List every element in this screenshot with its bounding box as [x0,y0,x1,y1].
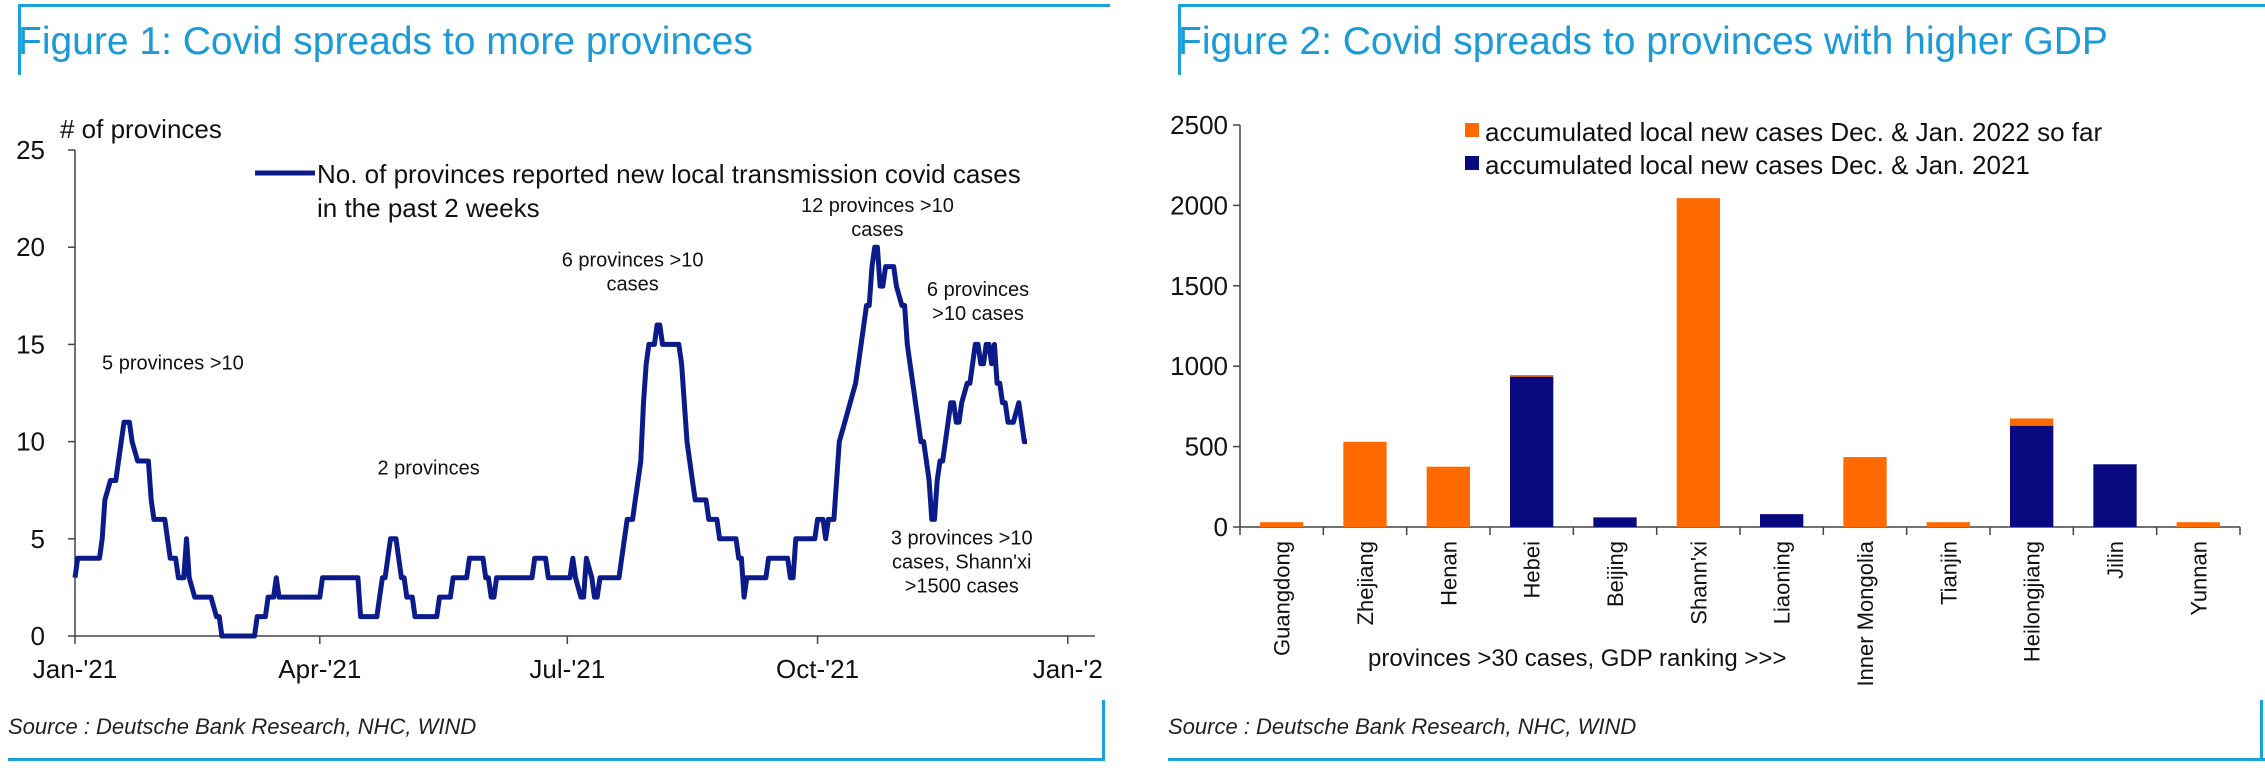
annotation-label: 3 provinces >10 [891,528,1033,550]
bar-dec-jan-2021 [1593,517,1637,527]
x-category-label: Zhejiang [1353,541,1378,625]
figure-1-line-chart: 0 5 10 15 20 25 Jan-'21 Apr-'21 Jul-'21 Oct-'21 Ja… [16,114,1103,684]
x-category-label: Jilin [2103,541,2128,579]
annotation-label: >1500 cases [905,576,1019,598]
annotation-label: 6 provinces >10 [562,250,704,272]
bar-dec-jan-2022 [1510,375,1554,377]
bar-dec-jan-2022 [2010,418,2054,426]
x-category-label: Guangdong [1270,541,1295,656]
bar-dec-jan-2022 [1926,522,1970,527]
figure-1-footer-corner [1102,700,1105,761]
bar-dec-jan-2022 [1843,457,1887,527]
bar-dec-jan-2022 [1426,466,1470,527]
bar-dec-jan-2021 [1510,376,1554,527]
annotation-label: >10 cases [932,303,1024,325]
figure-2-source: Source : Deutsche Bank Research, NHC, WI… [1168,714,1637,739]
bar-dec-jan-2021 [2093,464,2137,527]
bar-dec-jan-2022 [2176,522,2220,527]
annotation-label: cases [851,219,903,241]
y-tick-label: 2500 [1170,110,1228,140]
legend-swatch [1465,123,1479,137]
y-tick-label: 5 [31,524,45,554]
annotation-label: 12 provinces >10 [801,195,954,217]
y-tick-label: 15 [16,329,45,359]
legend-label: accumulated local new cases Dec. & Jan. … [1485,117,2102,147]
x-category-label: Beijing [1603,541,1628,607]
legend-label: in the past 2 weeks [317,193,540,223]
annotation-label: 5 provinces >10 [102,353,244,375]
y-tick-label: 25 [16,135,45,165]
figure-2-bar-chart: 0 500 1000 1500 2000 2500 Guangdong Zhejiang Hen… [1170,110,2241,687]
figure-1-source: Source : Deutsche Bank Research, NHC, WI… [8,714,477,739]
y-tick-label: 1000 [1170,351,1228,381]
figure-1-panel: Figure 1: Covid spreads to more province… [0,0,1110,774]
legend-swatch [1465,156,1479,170]
x-axis-label: provinces >30 cases, GDP ranking >>> [1368,645,1786,672]
x-tick-label: Jan-'2 [1033,654,1103,684]
x-tick-label: Jul-'21 [529,654,605,684]
figure-2-footer-corner [2260,700,2263,761]
figure-1-footer-rule [8,758,1105,761]
x-category-label: Inner Mongolia [1853,540,1878,686]
y-tick-label: 0 [1214,512,1228,542]
y-tick-label: 500 [1185,432,1228,462]
x-category-label: Shann'xi [1686,541,1711,625]
annotation-label: cases [606,274,658,296]
figure-2-panel: Figure 2: Covid spreads to provinces wit… [1160,0,2265,774]
x-category-label: Yunnan [2186,541,2211,616]
x-category-label: Hebei [1520,541,1545,598]
x-category-label: Tianjin [1936,541,1961,605]
annotation-label: 6 provinces [927,279,1029,301]
legend-label: accumulated local new cases Dec. & Jan. … [1485,150,2030,180]
annotation-label: cases, Shann'xi [892,552,1031,574]
x-tick-label: Jan-'21 [33,654,117,684]
figure-1-title: Figure 1: Covid spreads to more province… [18,20,753,63]
bar-dec-jan-2021 [2010,425,2054,527]
figure-2-title-bar [1178,4,2265,75]
x-tick-label: Oct-'21 [776,654,859,684]
bar-dec-jan-2022 [1260,522,1304,527]
x-category-label: Liaoning [1770,541,1795,624]
figure-2-title: Figure 2: Covid spreads to provinces wit… [1178,20,2108,63]
figure-1-title-bar [18,4,1110,75]
x-category-label: Henan [1436,541,1461,606]
y-tick-label: 10 [16,427,45,457]
legend-label: No. of provinces reported new local tran… [317,159,1021,189]
y-tick-label: 2000 [1170,190,1228,220]
series-line [72,244,1027,639]
bar-dec-jan-2021 [1760,514,1804,527]
y-axis-label: # of provinces [60,114,222,144]
y-tick-label: 1500 [1170,271,1228,301]
bar-dec-jan-2022 [1343,441,1387,527]
y-tick-label: 20 [16,232,45,262]
y-tick-label: 0 [31,621,45,651]
bar-dec-jan-2022 [1676,198,1720,527]
x-tick-label: Apr-'21 [278,654,361,684]
figure-2-footer-rule [1168,758,2265,761]
annotation-label: 2 provinces [377,458,479,480]
x-category-label: Heilongjiang [2020,541,2045,662]
